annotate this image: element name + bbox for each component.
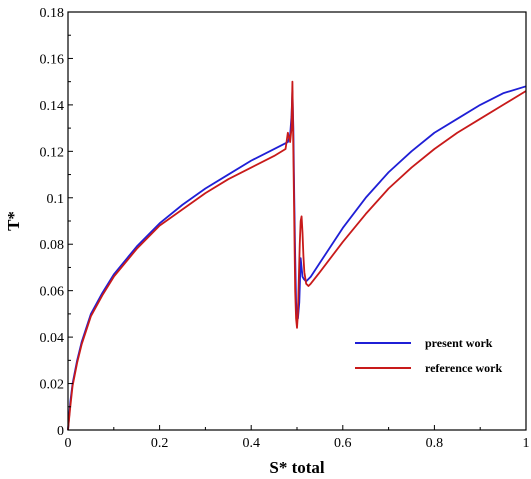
x-tick-label: 0.6 [334, 436, 352, 451]
y-tick-label: 0.12 [40, 145, 65, 160]
y-tick-label: 0.08 [40, 238, 65, 253]
y-tick-label: 0.14 [40, 99, 65, 114]
x-tick-label: 1 [523, 436, 530, 451]
ticks-layer: 0 0.2 0.4 0.6 0.8 1 0 0.02 0.04 0.06 0.08 0.1 0.12 0.… [40, 6, 530, 451]
x-tick-label: 0.2 [151, 436, 169, 451]
series-layer [67, 80, 527, 431]
series-line-0 [67, 85, 527, 431]
y-tick-label: 0.06 [40, 285, 65, 300]
legend: present work reference work [355, 336, 503, 375]
series-line-1 [67, 80, 527, 431]
y-axis-title: T* [4, 211, 23, 231]
y-tick-label: 0.02 [40, 378, 65, 393]
x-tick-label: 0.8 [426, 436, 444, 451]
legend-label-0: present work [425, 336, 493, 350]
y-tick-label: 0.16 [40, 52, 65, 67]
x-axis-title: S* total [269, 458, 325, 477]
y-tick-label: 0.1 [47, 192, 65, 207]
x-tick-label: 0 [65, 436, 72, 451]
legend-label-1: reference work [425, 361, 503, 375]
y-tick-label: 0.04 [40, 331, 65, 346]
y-tick-label: 0 [57, 424, 64, 439]
y-tick-label: 0.18 [40, 6, 65, 21]
x-tick-label: 0.4 [242, 436, 260, 451]
